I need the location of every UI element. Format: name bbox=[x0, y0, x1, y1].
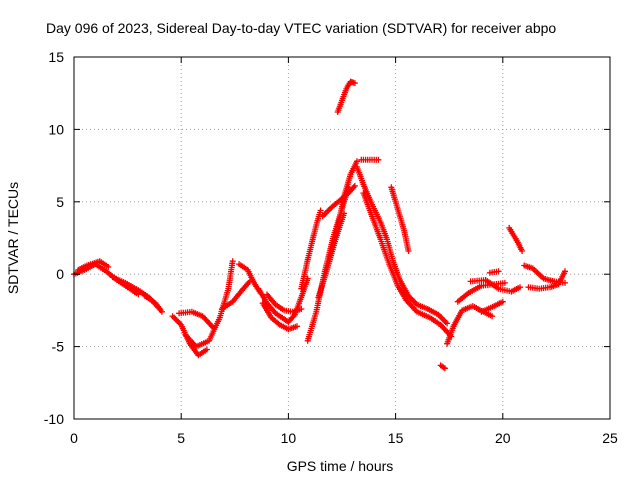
x-tick-label: 15 bbox=[388, 430, 404, 446]
y-tick-label: 5 bbox=[56, 194, 64, 210]
y-tick-label: -10 bbox=[44, 411, 64, 427]
grid-lines bbox=[74, 57, 610, 419]
x-axis-label: GPS time / hours bbox=[287, 458, 394, 474]
y-tick-label: 10 bbox=[48, 121, 64, 137]
x-tick-label: 0 bbox=[70, 430, 78, 446]
x-tick-label: 25 bbox=[602, 430, 618, 446]
x-tick-label: 5 bbox=[177, 430, 185, 446]
y-tick-label: 0 bbox=[56, 266, 64, 282]
y-axis-label: SDTVAR / TECUs bbox=[5, 182, 21, 294]
y-tick-label: -5 bbox=[52, 339, 65, 355]
data-points bbox=[71, 78, 568, 372]
point-marker-set bbox=[71, 78, 568, 372]
y-tick-label: 15 bbox=[48, 49, 64, 65]
x-tick-label: 10 bbox=[281, 430, 297, 446]
plot-border bbox=[73, 56, 611, 420]
axis-ticks: 0 5 10 15 20 25 -10 -5 0 5 10 15 bbox=[44, 49, 618, 446]
x-tick-label: 20 bbox=[495, 430, 511, 446]
chart-title: Day 096 of 2023, Sidereal Day-to-day VTE… bbox=[46, 20, 556, 36]
